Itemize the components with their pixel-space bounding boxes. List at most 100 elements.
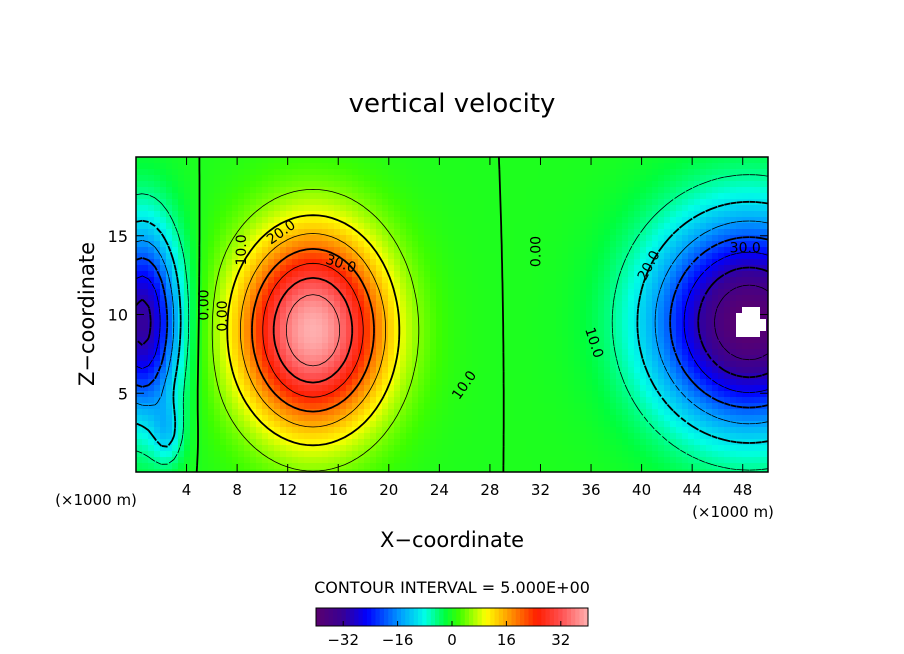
field-cell <box>550 463 557 470</box>
field-cell <box>268 439 275 446</box>
field-cell <box>472 325 479 332</box>
field-cell <box>544 331 551 338</box>
field-cell <box>388 235 395 242</box>
field-cell <box>262 241 269 248</box>
field-cell <box>688 403 695 410</box>
field-cell <box>172 205 179 212</box>
field-cell <box>412 385 419 392</box>
field-cell <box>154 379 161 386</box>
field-cell <box>214 463 221 470</box>
field-cell <box>646 421 653 428</box>
field-cell <box>652 331 659 338</box>
field-cell <box>490 469 497 472</box>
field-cell <box>208 307 215 314</box>
field-cell <box>562 421 569 428</box>
field-cell <box>184 337 191 344</box>
field-cell <box>190 295 197 302</box>
field-cell <box>208 457 215 464</box>
field-cell <box>496 337 503 344</box>
field-cell <box>310 349 317 356</box>
field-cell <box>574 259 581 266</box>
field-cell <box>238 289 245 296</box>
field-cell <box>394 445 401 452</box>
field-cell <box>334 325 341 332</box>
field-cell <box>574 163 581 170</box>
field-cell <box>700 163 707 170</box>
field-cell <box>460 307 467 314</box>
field-cell <box>436 253 443 260</box>
field-cell <box>340 451 347 458</box>
field-cell <box>220 427 227 434</box>
field-cell <box>352 421 359 428</box>
field-cell <box>382 367 389 374</box>
field-cell <box>580 337 587 344</box>
field-cell <box>286 295 293 302</box>
field-cell <box>628 289 635 296</box>
field-cell <box>280 247 287 254</box>
field-cell <box>166 391 173 398</box>
field-cell <box>334 241 341 248</box>
field-cell <box>694 397 701 404</box>
field-cell <box>538 403 545 410</box>
field-cell <box>610 295 617 302</box>
field-cell <box>256 397 263 404</box>
field-cell <box>178 163 185 170</box>
field-cell <box>598 247 605 254</box>
field-cell <box>388 307 395 314</box>
field-cell <box>376 271 383 278</box>
field-cell <box>286 289 293 296</box>
field-cell <box>148 367 155 374</box>
field-cell <box>304 427 311 434</box>
field-cell <box>340 391 347 398</box>
field-cell <box>550 199 557 206</box>
field-cell <box>664 235 671 242</box>
field-cell <box>676 259 683 266</box>
field-cell <box>622 331 629 338</box>
field-cell <box>388 451 395 458</box>
field-cell <box>148 451 155 458</box>
field-cell <box>286 211 293 218</box>
field-cell <box>394 253 401 260</box>
field-cell <box>532 331 539 338</box>
field-cell <box>376 457 383 464</box>
field-cell <box>580 469 587 472</box>
field-cell <box>370 373 377 380</box>
field-cell <box>202 331 209 338</box>
field-cell <box>178 193 185 200</box>
field-cell <box>508 457 515 464</box>
field-cell <box>460 403 467 410</box>
field-cell <box>310 439 317 446</box>
field-cell <box>568 247 575 254</box>
field-cell <box>676 223 683 230</box>
field-cell <box>574 349 581 356</box>
field-cell <box>634 421 641 428</box>
field-cell <box>634 283 641 290</box>
field-cell <box>382 415 389 422</box>
field-cell <box>214 313 221 320</box>
field-cell <box>592 361 599 368</box>
field-cell <box>520 325 527 332</box>
field-cell <box>190 385 197 392</box>
field-cell <box>310 469 317 472</box>
field-cell <box>298 229 305 236</box>
field-cell <box>526 157 533 164</box>
field-cell <box>232 295 239 302</box>
field-cell <box>610 271 617 278</box>
field-cell <box>556 337 563 344</box>
field-cell <box>220 229 227 236</box>
field-cell <box>622 223 629 230</box>
field-cell <box>484 235 491 242</box>
field-cell <box>430 205 437 212</box>
field-cell <box>232 469 239 472</box>
field-cell <box>400 211 407 218</box>
field-cell <box>388 409 395 416</box>
field-cell <box>562 181 569 188</box>
field-cell <box>598 355 605 362</box>
field-cell <box>670 163 677 170</box>
field-cell <box>556 409 563 416</box>
field-cell <box>208 343 215 350</box>
field-cell <box>304 175 311 182</box>
field-cell <box>442 421 449 428</box>
field-cell <box>382 307 389 314</box>
field-cell <box>550 187 557 194</box>
